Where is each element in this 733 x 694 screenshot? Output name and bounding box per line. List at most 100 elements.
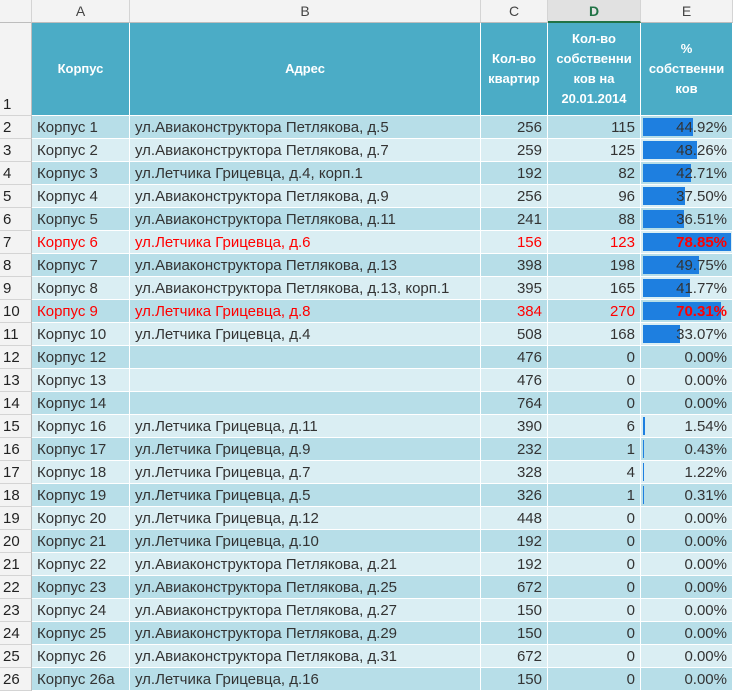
row-header[interactable]: 14	[0, 392, 32, 415]
cell-address: ул.Летчика Грицевца, д.8	[130, 300, 481, 323]
cell-owners: 0	[548, 392, 641, 415]
row-header[interactable]: 15	[0, 415, 32, 438]
cell-name: Корпус 2	[32, 139, 130, 162]
cell-name: Корпус 17	[32, 438, 130, 461]
cell-flats: 156	[481, 231, 548, 254]
column-header[interactable]: B	[130, 0, 481, 23]
column-header[interactable]: A	[32, 0, 130, 23]
cell-share: 1.22%	[641, 461, 733, 484]
column-header[interactable]: E	[641, 0, 733, 23]
cell-flats: 192	[481, 553, 548, 576]
cell-flats: 476	[481, 346, 548, 369]
row-header[interactable]: 21	[0, 553, 32, 576]
cell-share: 0.00%	[641, 576, 733, 599]
row-header[interactable]: 13	[0, 369, 32, 392]
cell-address: ул.Авиаконструктора Петлякова, д.5	[130, 116, 481, 139]
header-text: %	[680, 41, 693, 56]
cell-name: Корпус 13	[32, 369, 130, 392]
cell-share: 49.75%	[641, 254, 733, 277]
cell-flats: 672	[481, 576, 548, 599]
cell-flats: 241	[481, 208, 548, 231]
row-header[interactable]: 1	[0, 23, 32, 116]
cell-owners: 0	[548, 369, 641, 392]
row-header[interactable]: 9	[0, 277, 32, 300]
row-header[interactable]: 19	[0, 507, 32, 530]
cell-share: 0.31%	[641, 484, 733, 507]
cell-owners: 4	[548, 461, 641, 484]
row-header[interactable]: 6	[0, 208, 32, 231]
row-header[interactable]: 3	[0, 139, 32, 162]
cell-address	[130, 346, 481, 369]
cell-flats: 508	[481, 323, 548, 346]
share-label: 0.00%	[684, 647, 727, 665]
row-header[interactable]: 18	[0, 484, 32, 507]
row-header[interactable]: 24	[0, 622, 32, 645]
cell-share: 36.51%	[641, 208, 733, 231]
cell-name: Корпус 22	[32, 553, 130, 576]
row-header[interactable]: 7	[0, 231, 32, 254]
cell-address: ул.Авиаконструктора Петлякова, д.7	[130, 139, 481, 162]
row-header[interactable]: 10	[0, 300, 32, 323]
cell-name: Корпус 8	[32, 277, 130, 300]
cell-name: Корпус 10	[32, 323, 130, 346]
cell-share: 48.26%	[641, 139, 733, 162]
cell-flats: 232	[481, 438, 548, 461]
column-header[interactable]: C	[481, 0, 548, 23]
data-bar	[643, 118, 694, 136]
cell-address: ул.Авиаконструктора Петлякова, д.29	[130, 622, 481, 645]
row-header[interactable]: 25	[0, 645, 32, 668]
cell-flats: 390	[481, 415, 548, 438]
row-header[interactable]: 8	[0, 254, 32, 277]
row-header[interactable]: 22	[0, 576, 32, 599]
cell-share: 0.00%	[641, 599, 733, 622]
cell-owners: 0	[548, 553, 641, 576]
header-text: Корпус	[57, 61, 104, 76]
row-header[interactable]: 4	[0, 162, 32, 185]
cell-share: 42.71%	[641, 162, 733, 185]
column-header[interactable]: D	[548, 0, 641, 23]
cell-flats: 398	[481, 254, 548, 277]
cell-share: 78.85%	[641, 231, 733, 254]
cell-owners: 115	[548, 116, 641, 139]
cell-address: ул.Летчика Грицевца, д.6	[130, 231, 481, 254]
share-label: 0.00%	[684, 532, 727, 550]
header-text: ков на	[573, 71, 615, 86]
cell-flats: 476	[481, 369, 548, 392]
cell-share: 70.31%	[641, 300, 733, 323]
row-header[interactable]: 11	[0, 323, 32, 346]
cell-owners: 0	[548, 668, 641, 691]
row-header[interactable]: 23	[0, 599, 32, 622]
cell-share: 0.00%	[641, 622, 733, 645]
cell-address: ул.Авиаконструктора Петлякова, д.13	[130, 254, 481, 277]
cell-flats: 384	[481, 300, 548, 323]
cell-address: ул.Летчика Грицевца, д.4, корп.1	[130, 162, 481, 185]
row-header[interactable]: 12	[0, 346, 32, 369]
share-label: 0.00%	[684, 509, 727, 527]
cell-flats: 192	[481, 530, 548, 553]
cell-share: 1.54%	[641, 415, 733, 438]
row-header[interactable]: 17	[0, 461, 32, 484]
cell-owners: 1	[548, 484, 641, 507]
cell-flats: 259	[481, 139, 548, 162]
header-text: собственни	[648, 61, 725, 76]
row-header[interactable]: 2	[0, 116, 32, 139]
cell-owners: 0	[548, 530, 641, 553]
cell-flats: 326	[481, 484, 548, 507]
row-header[interactable]: 26	[0, 668, 32, 691]
data-bar	[643, 279, 690, 297]
cell-name: Корпус 3	[32, 162, 130, 185]
cell-flats: 150	[481, 668, 548, 691]
cell-share: 0.00%	[641, 392, 733, 415]
header-cell: Корпус	[32, 23, 130, 115]
data-bar	[643, 187, 685, 205]
cell-address: ул.Летчика Грицевца, д.5	[130, 484, 481, 507]
row-header[interactable]: 5	[0, 185, 32, 208]
share-label: 0.00%	[684, 578, 727, 596]
cell-owners: 0	[548, 645, 641, 668]
cell-flats: 256	[481, 185, 548, 208]
cell-name: Корпус 14	[32, 392, 130, 415]
row-header[interactable]: 20	[0, 530, 32, 553]
row-header[interactable]: 16	[0, 438, 32, 461]
cell-owners: 82	[548, 162, 641, 185]
cell-address: ул.Летчика Грицевца, д.10	[130, 530, 481, 553]
